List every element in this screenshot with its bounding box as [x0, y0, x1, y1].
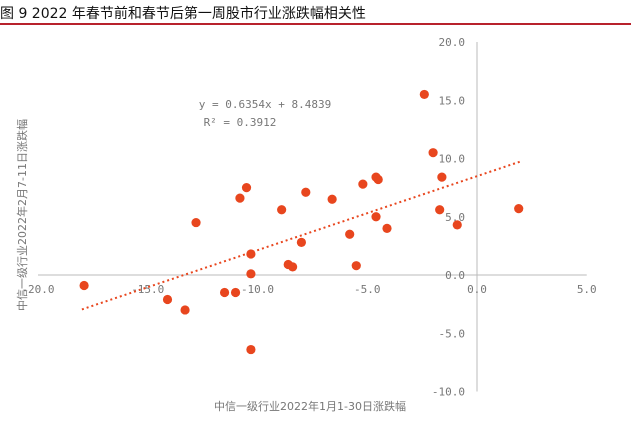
data-point: [288, 262, 298, 272]
x-tick-label: -15.0: [131, 283, 164, 296]
x-tick-label: -20.0: [21, 283, 54, 296]
y-tick-label: 10.0: [439, 153, 466, 166]
x-axis-label: 中信一级行业2022年1月1-30日涨跌幅: [214, 399, 406, 413]
y-axis-label: 中信一级行业2022年2月7-11日涨跌幅: [15, 119, 29, 311]
data-point: [351, 261, 361, 271]
data-point: [428, 148, 438, 158]
x-tick-label: -10.0: [241, 283, 274, 296]
y-tick-label: 0.0: [445, 269, 465, 282]
x-tick-label: 5.0: [577, 283, 597, 296]
y-tick-label: 20.0: [439, 36, 466, 49]
y-tick-label: -10.0: [432, 386, 465, 399]
data-point: [345, 229, 355, 239]
chart-title: 图 9 2022 年春节前和春节后第一周股市行业涨跌幅相关性: [0, 6, 366, 22]
x-tick-label: -5.0: [354, 283, 381, 296]
y-tick-label: 15.0: [439, 94, 466, 107]
data-point: [79, 280, 89, 291]
r-squared: R² = 0.3912: [204, 116, 277, 129]
data-point: [419, 89, 429, 100]
y-tick-label: -5.0: [439, 327, 466, 340]
data-point: [437, 172, 447, 182]
data-point: [452, 220, 462, 230]
x-tick-label: 0.0: [467, 283, 487, 296]
data-point: [358, 179, 368, 189]
data-point: [277, 205, 287, 215]
data-point: [435, 205, 445, 215]
data-point: [180, 305, 190, 315]
data-point: [382, 223, 392, 233]
data-point: [373, 174, 383, 185]
data-point: [241, 183, 252, 193]
data-point: [296, 237, 306, 247]
title-divider: [0, 23, 631, 25]
data-point: [246, 249, 256, 259]
data-point: [235, 193, 245, 203]
data-point: [301, 187, 311, 197]
data-point: [246, 269, 256, 279]
data-point: [191, 217, 201, 228]
y-tick-label: 5.0: [445, 211, 465, 224]
data-point: [514, 203, 524, 214]
data-point: [371, 212, 381, 222]
data-point: [230, 287, 241, 298]
trendline: [81, 160, 522, 311]
trendline-equation: y = 0.6354x + 8.4839: [199, 98, 331, 111]
data-point: [162, 294, 173, 305]
data-point: [219, 287, 230, 298]
data-point: [246, 344, 256, 355]
data-point: [327, 194, 337, 204]
